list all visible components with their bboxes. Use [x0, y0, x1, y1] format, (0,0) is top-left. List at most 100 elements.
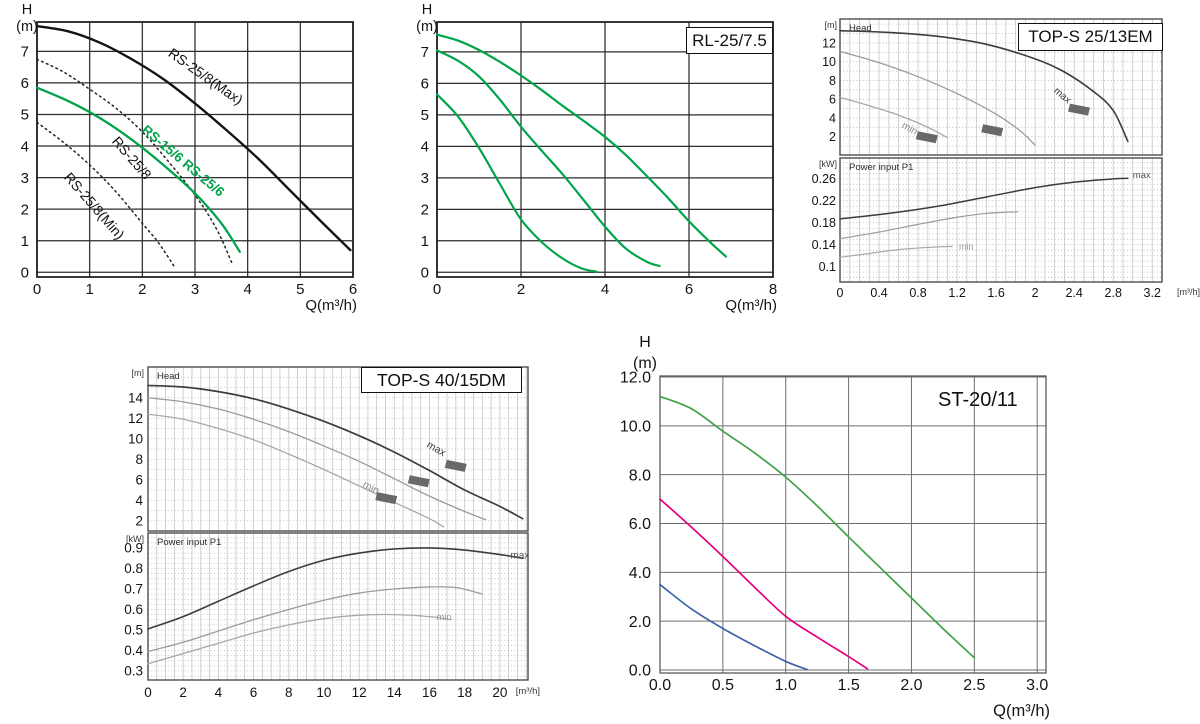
curve-RS-25-8	[36, 58, 233, 264]
x-tick-label: 1.0	[775, 677, 797, 694]
chart-st-20-11: 0.0 2.0 4.0 6.0 8.0 10.0 12.0 0.0 0.5 1.0 1.5 2.0 2.…	[600, 330, 1060, 724]
x-tick-labels: 0 2 4 6 8 10 12 14 16 18 20	[144, 685, 507, 700]
st-panel-0: 0.0 2.0 4.0 6.0 8.0 10.0 12.0	[620, 370, 1047, 680]
speed-flag-icon	[375, 492, 398, 505]
y-tick-label: 0.4	[124, 643, 143, 658]
speed-flag-icon	[407, 475, 430, 488]
y-tick-label: 6	[135, 472, 143, 487]
curve-curve-high	[435, 33, 728, 258]
x-tick-label: 12	[352, 685, 367, 700]
y-axis-unit-label: (m)	[416, 19, 438, 35]
x-tick-label: 4	[215, 685, 223, 700]
curve-mid	[147, 586, 483, 653]
x-tick-label: 1	[85, 281, 93, 298]
y-tick-label: 0	[421, 265, 429, 282]
y-tick-label: 6	[829, 93, 836, 107]
speed-flag-icon	[981, 124, 1004, 137]
speed-flag-icon	[1068, 103, 1091, 116]
x-tick-label: 4	[243, 281, 251, 298]
panel-inner-label: Head	[157, 371, 180, 382]
chart-rl-25-7-5: 0 1 2 3 4 5 6 7 0 2 4 6 8 H (m) Q(m³/h)	[400, 0, 792, 318]
x-axis-unit-label: [m³/h]	[516, 686, 540, 697]
y-tick-label: 0.14	[812, 238, 836, 252]
panel-unit-label: [kW]	[819, 159, 837, 169]
curve-max	[147, 547, 524, 630]
curve-label: max	[425, 439, 449, 460]
chart-top-s-40-15dm: 2 4 6 8 10 12 14 [m] Head max min 0.9 0.8 0.7 0.6 0.5 0.…	[120, 355, 540, 724]
x-tick-label: 2.5	[963, 677, 985, 694]
y-tick-label: 6.0	[629, 516, 651, 533]
y-tick-label: 7	[21, 44, 29, 61]
x-tick-label: 6	[349, 281, 357, 298]
curve-mid	[147, 397, 487, 521]
curve-label: RS-25/8(Max)	[165, 45, 246, 108]
panel-inner-label: Head	[849, 23, 872, 34]
plot-border	[36, 21, 354, 278]
curve-label: max	[510, 551, 529, 562]
grid	[839, 158, 1163, 282]
y-tick-labels: 0.26 0.22 0.18 0.14 0.1	[812, 172, 836, 274]
y-tick-label: 0.1	[819, 260, 836, 274]
x-tick-label: 1.2	[948, 286, 965, 300]
chart-title-top-s-40-15dm: TOP-S 40/15DM	[361, 367, 522, 393]
x-tick-label: 1.6	[987, 286, 1004, 300]
y-tick-label: 0.26	[812, 172, 836, 186]
panel-unit-label: [m]	[132, 368, 145, 378]
x-tick-label: 2.8	[1105, 286, 1122, 300]
x-tick-label: 2.4	[1065, 286, 1082, 300]
y-axis-unit-label: (m)	[16, 19, 38, 35]
y-tick-label: 8	[829, 74, 836, 88]
y-tick-label: 0.22	[812, 194, 836, 208]
grid	[147, 533, 528, 680]
curve-label: RS-25/8(Min)	[61, 169, 128, 242]
x-tick-label: 3.2	[1144, 286, 1161, 300]
panel-unit-label: [kW]	[126, 534, 144, 544]
y-tick-label: 8	[135, 452, 143, 467]
curve-min	[147, 613, 452, 665]
y-tick-labels: 0 1 2 3 4 5 6 7	[421, 44, 429, 281]
y-tick-labels: 2 4 6 8 10 12 14	[128, 390, 144, 528]
y-tick-label: 6	[21, 75, 29, 92]
chart-rs-curves: 0 1 2 3 4 5 6 7 RS-25/8(Max) RS-15/6 RS-25/6 RS-25…	[0, 0, 380, 318]
y-tick-label: 0.9	[124, 541, 143, 556]
y-tick-label: 5	[21, 107, 29, 124]
curve-speed-3	[659, 395, 976, 659]
x-tick-label: 0	[837, 286, 844, 300]
x-tick-label: 0.8	[909, 286, 926, 300]
chart-title-top-s-25-13em: TOP-S 25/13EM	[1018, 23, 1163, 51]
curve-max	[839, 29, 1129, 143]
curve-label: RS-15/6 RS-25/6	[139, 122, 228, 200]
curve-RS-25-8-Min-	[36, 121, 175, 267]
x-tick-label: 20	[492, 685, 507, 700]
st-chart-svg: 0.0 2.0 4.0 6.0 8.0 10.0 12.0 0.0 0.5 1.0 1.5 2.0 2.…	[620, 334, 1050, 720]
x-tick-label: 6	[250, 685, 258, 700]
x-tick-label: 2	[1032, 286, 1039, 300]
plot-border	[659, 375, 1047, 674]
x-tick-label: 3	[191, 281, 199, 298]
curve-label: min	[959, 242, 974, 252]
curve-speed-2	[659, 498, 869, 670]
plot-border	[839, 157, 1163, 283]
y-tick-label: 1	[21, 233, 29, 250]
panel-inner-label: Power input P1	[849, 162, 913, 173]
y-tick-label: 0.8	[124, 561, 143, 576]
curve-curve-low	[435, 93, 598, 273]
curve-max	[839, 177, 1129, 220]
grid	[147, 366, 528, 532]
x-tick-label: 14	[387, 685, 403, 700]
speed-flag-icon	[444, 459, 467, 472]
curve-mid	[839, 50, 1036, 146]
y-tick-label: 4.0	[629, 565, 651, 582]
curve-max	[147, 384, 524, 520]
x-axis-unit-label: [m³/h]	[1177, 287, 1200, 297]
x-tick-label: 0.0	[649, 677, 671, 694]
panel-inner-label: Power input P1	[157, 537, 221, 548]
y-tick-labels: 0.9 0.8 0.7 0.6 0.5 0.4 0.3	[124, 541, 143, 679]
y-tick-label: 10	[822, 55, 836, 69]
y-tick-label: 2	[21, 201, 29, 218]
speed-flag-icon	[915, 131, 938, 144]
tops40-panel-1: 0.9 0.8 0.7 0.6 0.5 0.4 0.3 [kW] Power input P1 m…	[124, 532, 529, 681]
y-tick-label: 2	[829, 130, 836, 144]
curve-mid	[839, 211, 1019, 240]
